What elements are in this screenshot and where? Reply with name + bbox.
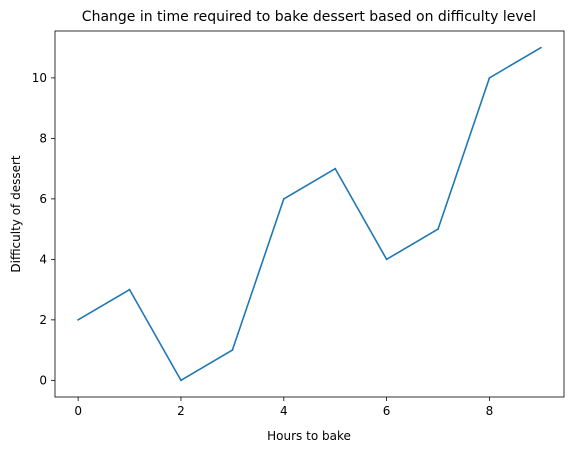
- x-tick-label: 8: [486, 404, 494, 418]
- y-tick-label: 4: [39, 252, 47, 266]
- data-point: [437, 228, 439, 231]
- data-point: [282, 197, 285, 200]
- data-point: [334, 167, 337, 170]
- x-tick-label: 6: [383, 404, 391, 418]
- data-point: [488, 76, 491, 79]
- data-point: [128, 288, 131, 291]
- y-axis-label: Difficulty of dessert: [9, 155, 23, 273]
- y-tick-label: 2: [39, 313, 47, 327]
- plot-frame: [54, 30, 565, 398]
- series-line-0: [77, 46, 542, 382]
- plot-area: [77, 46, 542, 382]
- x-tick-label: 2: [177, 404, 185, 418]
- data-point: [180, 379, 182, 382]
- data-point: [385, 258, 388, 261]
- y-tick-label: 10: [32, 71, 47, 85]
- y-tick-label: 0: [39, 373, 47, 387]
- chart-title: Change in time required to bake dessert …: [82, 9, 536, 25]
- y-tick-label: 8: [39, 131, 47, 145]
- axis-ticks: 0 2 4 6 8 0 2 4 6 8 10: [32, 71, 494, 418]
- x-tick-label: 0: [74, 404, 82, 418]
- x-axis-label: Hours to bake: [267, 429, 351, 443]
- x-tick-label: 4: [280, 404, 288, 418]
- data-point: [539, 46, 542, 49]
- y-tick-label: 6: [39, 192, 47, 206]
- data-point: [77, 318, 80, 321]
- data-point: [231, 349, 234, 352]
